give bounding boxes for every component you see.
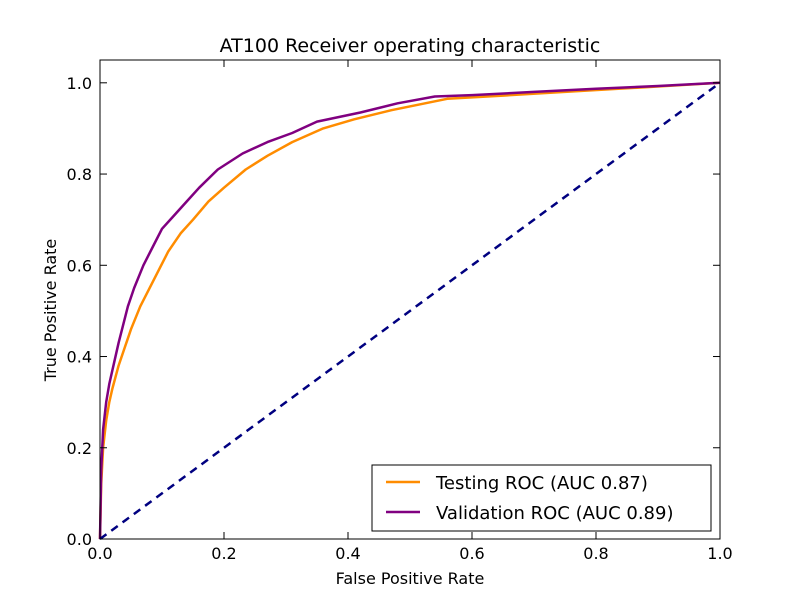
y-tick-label: 0.2 [67, 439, 92, 458]
x-tick-label: 0.0 [87, 544, 112, 563]
y-tick-label: 1.0 [67, 74, 92, 93]
y-tick-label: 0.0 [67, 530, 92, 549]
series-layer [98, 81, 721, 541]
series-line-testing [98, 81, 721, 540]
x-tick-label: 0.6 [459, 544, 484, 563]
legend-label-validation: Validation ROC (AUC 0.89) [436, 503, 673, 524]
x-tick-label: 0.2 [211, 544, 236, 563]
plot-frame [99, 59, 721, 540]
x-tick-label: 0.4 [335, 544, 360, 563]
x-tick-label: 0.8 [583, 544, 608, 563]
y-axis-label: True Positive Rate [41, 239, 60, 383]
chart-title: AT100 Receiver operating characteristic [220, 35, 601, 57]
legend: Testing ROC (AUC 0.87) Validation ROC (A… [371, 464, 712, 532]
x-axis-label: False Positive Rate [336, 569, 485, 588]
legend-box [371, 464, 712, 532]
y-tick-label: 0.8 [67, 165, 92, 184]
series-line-validation [98, 81, 721, 540]
chance-diagonal-line [99, 81, 721, 541]
y-tick-label: 0.4 [67, 348, 92, 367]
legend-label-testing: Testing ROC (AUC 0.87) [435, 473, 648, 494]
x-tick-label: 1.0 [707, 544, 732, 563]
y-tick-label: 0.6 [67, 256, 92, 275]
